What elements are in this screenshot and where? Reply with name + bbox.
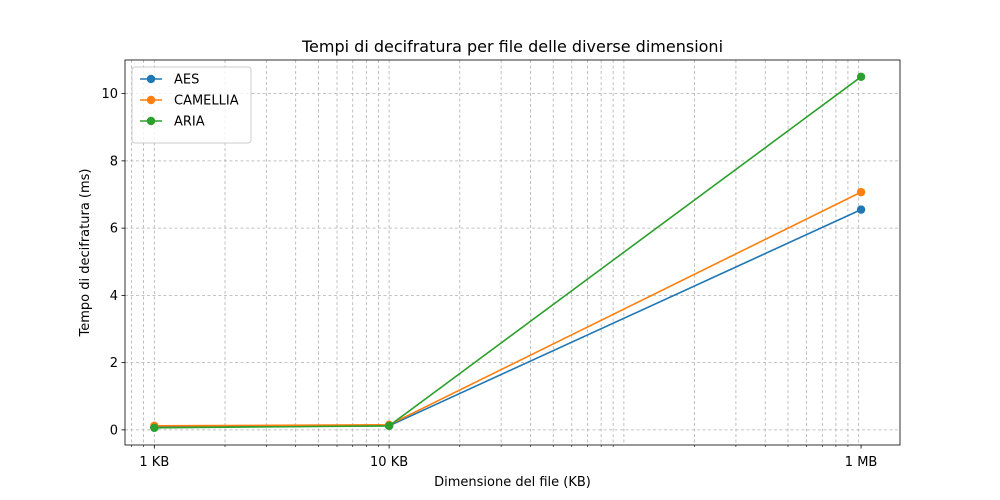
ticks: 1 KB 10 KB 1 MB 0 2 4 6 8 10 <box>101 87 877 470</box>
legend-label: ARIA <box>174 115 205 130</box>
axes-frame <box>124 59 901 446</box>
data-point-aria <box>856 72 866 82</box>
series-line-aria <box>154 76 862 429</box>
legend-swatch-marker <box>146 74 156 84</box>
y-tick-label: 2 <box>110 356 118 371</box>
y-tick-label: 10 <box>101 87 118 102</box>
data-point-camellia <box>856 187 866 197</box>
data-point-aria <box>384 421 394 431</box>
chart-title: Tempi di decifratura per file delle dive… <box>301 37 723 56</box>
y-tick-label: 0 <box>110 423 118 438</box>
y-tick-label: 6 <box>110 222 118 237</box>
data-point-aria <box>150 423 159 433</box>
series-layer <box>150 72 866 433</box>
legend-box <box>131 66 252 144</box>
x-axis-label: Dimensione del file (KB) <box>434 475 591 490</box>
legend-label: AES <box>174 73 199 88</box>
series-line-aes <box>154 208 862 428</box>
grid <box>125 60 900 445</box>
y-axis-label: Tempo di decifratura (ms) <box>78 169 93 338</box>
series-line-camellia <box>154 191 862 427</box>
x-tick-label: 10 KB <box>370 455 408 470</box>
legend-swatch-marker <box>146 116 156 126</box>
legend: AES CAMELLIA ARIA <box>131 66 252 144</box>
y-tick-label: 4 <box>110 289 118 304</box>
data-point-aes <box>856 205 866 214</box>
legend-label: CAMELLIA <box>174 94 239 109</box>
x-tick-label: 1 KB <box>139 455 169 470</box>
x-tick-label: 1 MB <box>845 455 878 470</box>
legend-swatch-marker <box>146 95 156 105</box>
y-tick-label: 8 <box>110 154 118 169</box>
